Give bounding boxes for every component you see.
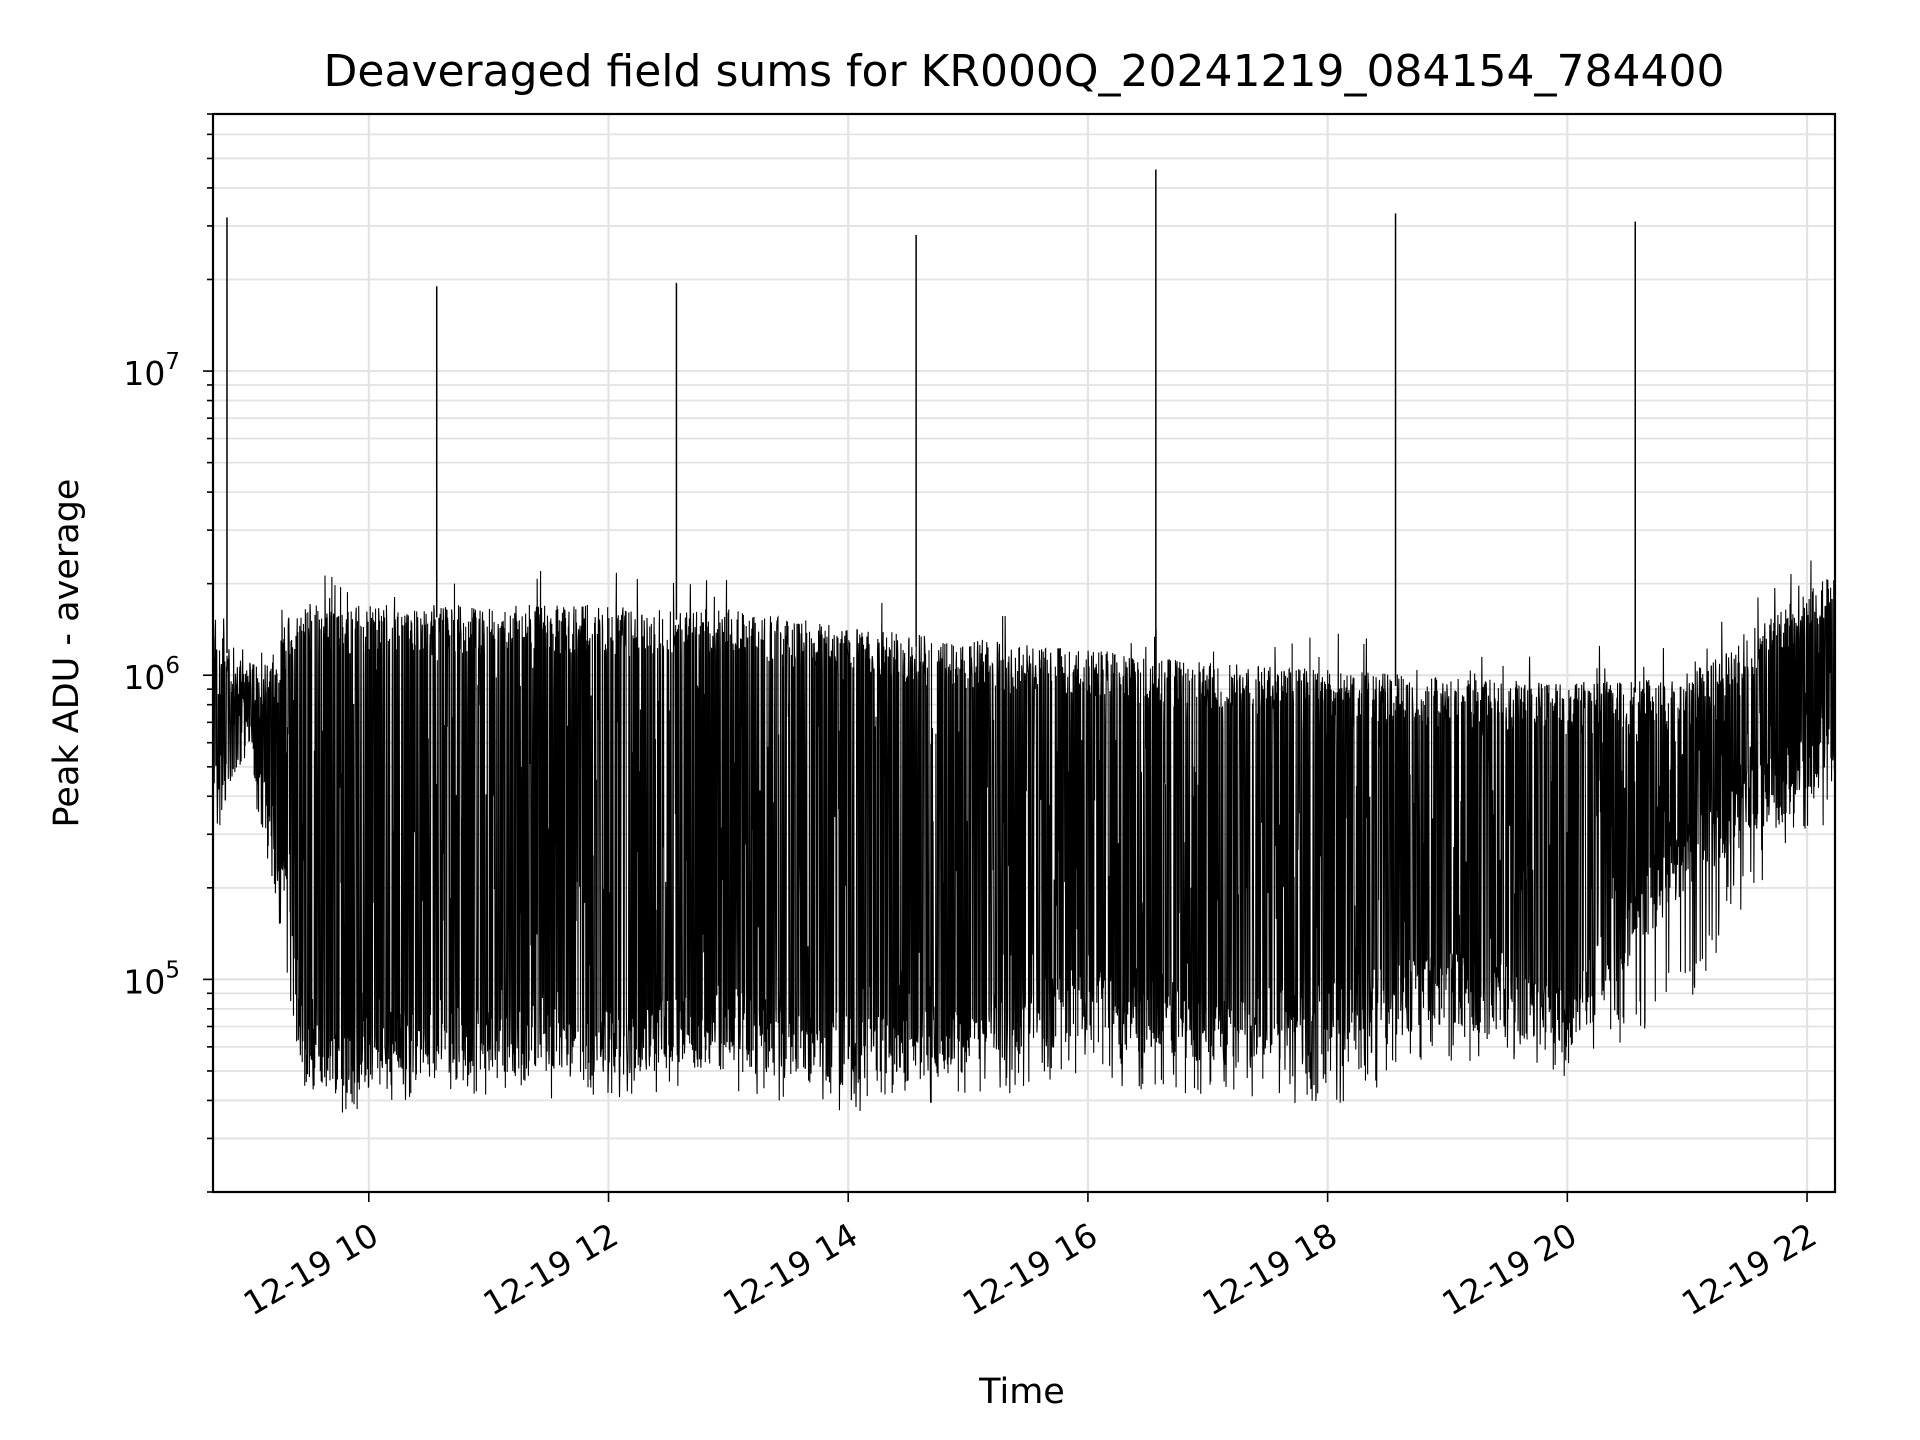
x-tick-label: 12-19 14 — [716, 1215, 864, 1323]
y-tick-label: 106 — [123, 653, 180, 697]
x-tick-label: 12-19 20 — [1435, 1215, 1583, 1323]
x-axis: 12-19 10 12-19 12 12-19 14 12-19 16 12-19 18… — [237, 1192, 1823, 1323]
chart-title: Deaveraged field sums for KR000Q_2024121… — [324, 46, 1725, 97]
x-tick-label: 12-19 10 — [237, 1215, 385, 1323]
x-tick-label: 12-19 18 — [1196, 1215, 1344, 1323]
data-layer — [212, 169, 1836, 1113]
x-tick-label: 12-19 12 — [477, 1215, 625, 1323]
x-axis-label: Time — [978, 1372, 1065, 1412]
y-axis: 105 106 107 — [123, 113, 213, 1193]
y-tick-label: 105 — [123, 957, 180, 1001]
x-tick-label: 12-19 22 — [1675, 1215, 1823, 1323]
y-tick-label: 107 — [123, 349, 180, 393]
series-line — [212, 560, 1836, 1113]
plot-frame — [211, 112, 1837, 1194]
y-axis-label: Peak ADU - average — [47, 479, 87, 828]
x-tick-label: 12-19 16 — [956, 1215, 1104, 1323]
